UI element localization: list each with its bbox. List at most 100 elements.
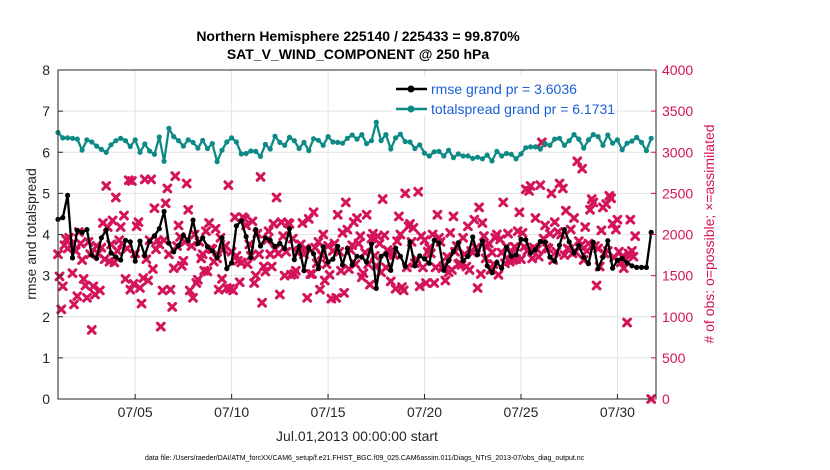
obs-point <box>585 204 595 215</box>
obs-point <box>557 183 568 194</box>
obs-point <box>340 197 351 208</box>
obs-point <box>133 217 144 228</box>
obs-point <box>109 257 120 268</box>
totalspread-point <box>339 140 346 146</box>
rmse-point <box>156 226 162 232</box>
obs-point <box>268 218 279 229</box>
totalspread-point <box>402 139 408 145</box>
rmse-point <box>475 252 481 258</box>
rmse-point <box>349 262 355 268</box>
rmse-point <box>214 254 220 261</box>
obs-point <box>125 284 136 295</box>
totalspread-point <box>643 148 650 154</box>
rmse-point <box>503 244 510 250</box>
obs-point <box>392 236 403 246</box>
obs-point <box>160 198 171 209</box>
rmse-point <box>460 258 466 264</box>
totalspread-point <box>354 136 360 142</box>
totalspread-point <box>113 138 119 144</box>
totalspread-point <box>610 140 616 146</box>
rmse-point <box>60 215 66 221</box>
totalspread-series <box>55 119 654 165</box>
obs-point <box>503 228 513 239</box>
y-left-tick-label: 7 <box>42 103 50 119</box>
obs-point <box>128 278 139 289</box>
obs-point <box>229 212 240 223</box>
totalspread-point <box>219 147 225 153</box>
obs-point <box>107 215 118 226</box>
rmse-point <box>315 266 321 272</box>
obs-point <box>148 264 158 274</box>
obs-point <box>361 209 372 220</box>
obs-point <box>56 304 67 315</box>
obs-point <box>310 242 321 253</box>
obs-point <box>101 181 112 191</box>
totalspread-point <box>132 137 138 143</box>
legend-spread-label: totalspread grand pr = 6.1731 <box>431 101 615 117</box>
totalspread-point <box>426 153 432 159</box>
totalspread-point <box>311 136 317 142</box>
totalspread-point <box>344 135 350 141</box>
rmse-point <box>600 254 606 260</box>
totalspread-point <box>542 141 548 147</box>
totalspread-point <box>74 136 80 142</box>
rmse-point <box>296 243 302 249</box>
rmse-point <box>277 240 283 247</box>
totalspread-point <box>248 148 254 154</box>
rmse-point <box>465 253 471 259</box>
chart-title-line1: Northern Hemisphere 225140 / 225433 = 99… <box>196 28 520 44</box>
obs-point <box>284 218 295 229</box>
rmse-point <box>634 264 640 270</box>
y-left-tick-label: 1 <box>42 350 50 366</box>
obs-point <box>588 197 599 208</box>
totalspread-point <box>229 135 235 141</box>
obs-point <box>498 197 509 208</box>
totalspread-point <box>364 141 370 147</box>
totalspread-point <box>253 148 259 154</box>
rmse-point <box>122 237 129 243</box>
obs-point <box>119 210 129 221</box>
obs-point <box>94 285 105 296</box>
rmse-point <box>89 252 95 258</box>
obs-point <box>408 223 419 233</box>
obs-point <box>202 266 213 277</box>
rmse-point <box>412 263 418 269</box>
rmse-point <box>286 226 293 232</box>
rmse-point <box>137 238 143 244</box>
rmse-point <box>330 256 336 262</box>
rmse-point <box>257 243 264 249</box>
totalspread-point <box>393 135 399 141</box>
rmse-point <box>306 245 312 251</box>
totalspread-point <box>127 143 133 150</box>
x-tick-label: 07/20 <box>407 404 442 420</box>
totalspread-point <box>648 135 654 141</box>
y-right-tick-label: 2000 <box>662 227 693 243</box>
obs-point <box>167 301 178 312</box>
obs-point <box>201 226 211 237</box>
obs-point <box>440 275 451 286</box>
rmse-point <box>180 232 186 238</box>
obs-point <box>192 274 203 285</box>
totalspread-point <box>446 147 452 153</box>
totalspread-point <box>638 139 645 145</box>
totalspread-point <box>407 139 413 145</box>
obs-point <box>427 229 438 240</box>
totalspread-point <box>147 148 153 154</box>
rmse-point <box>320 244 326 250</box>
totalspread-line <box>57 121 653 163</box>
totalspread-point <box>103 149 109 155</box>
rmse-point <box>74 227 80 233</box>
totalspread-point <box>320 142 326 148</box>
rmse-point <box>566 239 572 245</box>
obs-point <box>606 193 616 204</box>
rmse-point <box>455 240 461 246</box>
totalspread-point <box>566 138 572 144</box>
obs-point <box>223 180 234 191</box>
obs-point <box>591 280 602 291</box>
totalspread-point <box>108 142 114 148</box>
rmse-point <box>113 254 119 260</box>
obs-point <box>530 213 541 223</box>
obs-point <box>75 238 86 249</box>
obs-point <box>540 220 550 231</box>
totalspread-point <box>262 141 268 147</box>
